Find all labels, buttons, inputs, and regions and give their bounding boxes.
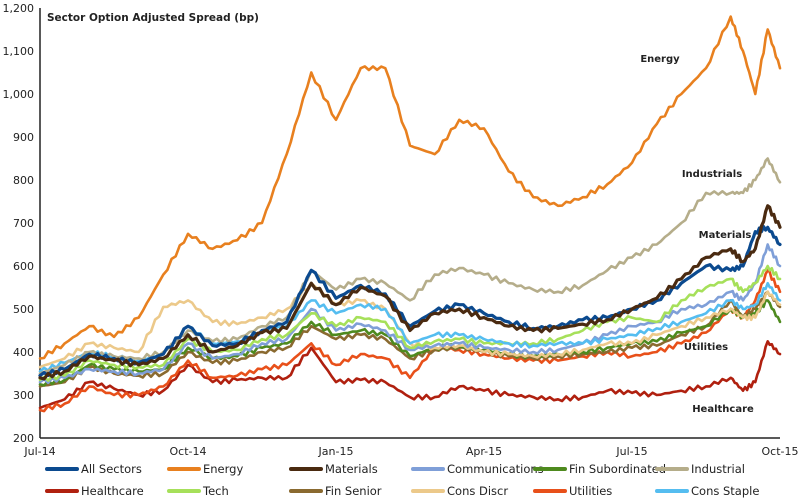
x-tick-label: Oct-15 (762, 445, 799, 458)
legend-item-all-sectors: All Sectors (45, 460, 142, 478)
legend-label: Communications (447, 462, 544, 476)
legend-label: Utilities (569, 484, 613, 498)
legend-swatch (289, 467, 323, 471)
y-tick-label: 300 (13, 389, 34, 402)
legend-item-fin-senior: Fin Senior (289, 482, 382, 500)
legend-swatch (411, 489, 445, 493)
legend-swatch (167, 489, 201, 493)
annotation-industrials: Industrials (682, 169, 742, 180)
legend-label: Cons Discr (447, 484, 509, 498)
legend-item-cons-discr: Cons Discr (411, 482, 508, 500)
legend-swatch (167, 467, 201, 471)
annotation-healthcare: Healthcare (692, 404, 754, 415)
series-line-healthcare (38, 339, 782, 410)
legend-swatch (45, 489, 79, 493)
legend-item-utilities: Utilities (533, 482, 612, 500)
legend-item-fin-subordinated: Fin Subordinated (533, 460, 666, 478)
series-line-all-sectors (38, 225, 782, 378)
y-tick-label: 1,200 (3, 2, 35, 15)
y-tick-label: 800 (13, 174, 34, 187)
legend-label: Tech (203, 484, 229, 498)
series-lines (38, 15, 782, 413)
x-axis-ticks: Jul-14 Oct-14 Jan-15 Apr-15 Jul-15 Oct-15 (23, 445, 798, 458)
legend-label: Cons Staple (691, 484, 760, 498)
annotation-utilities: Utilities (684, 342, 728, 353)
legend-item-energy: Energy (167, 460, 243, 478)
legend-item-communications: Communications (411, 460, 544, 478)
y-tick-label: 700 (13, 217, 34, 230)
legend-swatch (533, 467, 567, 471)
legend-label: Energy (203, 462, 244, 476)
legend-label: Industrial (691, 462, 745, 476)
x-tick-label: Jan-15 (318, 445, 354, 458)
legend-label: Materials (325, 462, 378, 476)
x-tick-label: Jul-15 (615, 445, 647, 458)
legend-swatch (655, 489, 689, 493)
y-axis-ticks: 200 300 400 500 600 700 800 900 1,000 1,100 1,200 (3, 2, 35, 445)
x-tick-label: Jul-14 (23, 445, 55, 458)
legend-item-tech: Tech (167, 482, 229, 500)
chart-title: Sector Option Adjusted Spread (bp) (47, 12, 259, 24)
y-tick-label: 900 (13, 131, 34, 144)
y-tick-label: 1,000 (3, 88, 35, 101)
series-annotations: Energy Industrials Materials Utilities Healt… (640, 54, 754, 415)
legend-swatch (289, 489, 323, 493)
legend-swatch (655, 467, 689, 471)
series-line-energy (38, 15, 782, 360)
y-tick-label: 1,100 (3, 45, 35, 58)
legend-swatch (533, 489, 567, 493)
legend-label: All Sectors (81, 462, 142, 476)
legend-label: Healthcare (81, 484, 144, 498)
legend: All Sectors Energy Materials Communications… (0, 458, 800, 500)
legend-label: Fin Subordinated (569, 462, 667, 476)
legend-swatch (45, 467, 79, 471)
x-tick-label: Oct-14 (170, 445, 207, 458)
series-line-tech (38, 264, 782, 382)
legend-item-industrial: Industrial (655, 460, 745, 478)
legend-item-cons-staple: Cons Staple (655, 482, 759, 500)
legend-item-healthcare: Healthcare (45, 482, 144, 500)
y-tick-label: 600 (13, 260, 34, 273)
series-line-cons-discr (38, 281, 782, 369)
legend-item-materials: Materials (289, 460, 378, 478)
y-tick-label: 500 (13, 303, 34, 316)
legend-label: Fin Senior (325, 484, 382, 498)
annotation-energy: Energy (640, 54, 680, 65)
y-tick-label: 400 (13, 346, 34, 359)
y-tick-label: 200 (13, 432, 34, 445)
annotation-materials: Materials (699, 230, 752, 241)
x-tick-label: Apr-15 (466, 445, 502, 458)
series-line-materials (38, 204, 782, 381)
series-line-communications (38, 243, 782, 385)
legend-swatch (411, 467, 445, 471)
